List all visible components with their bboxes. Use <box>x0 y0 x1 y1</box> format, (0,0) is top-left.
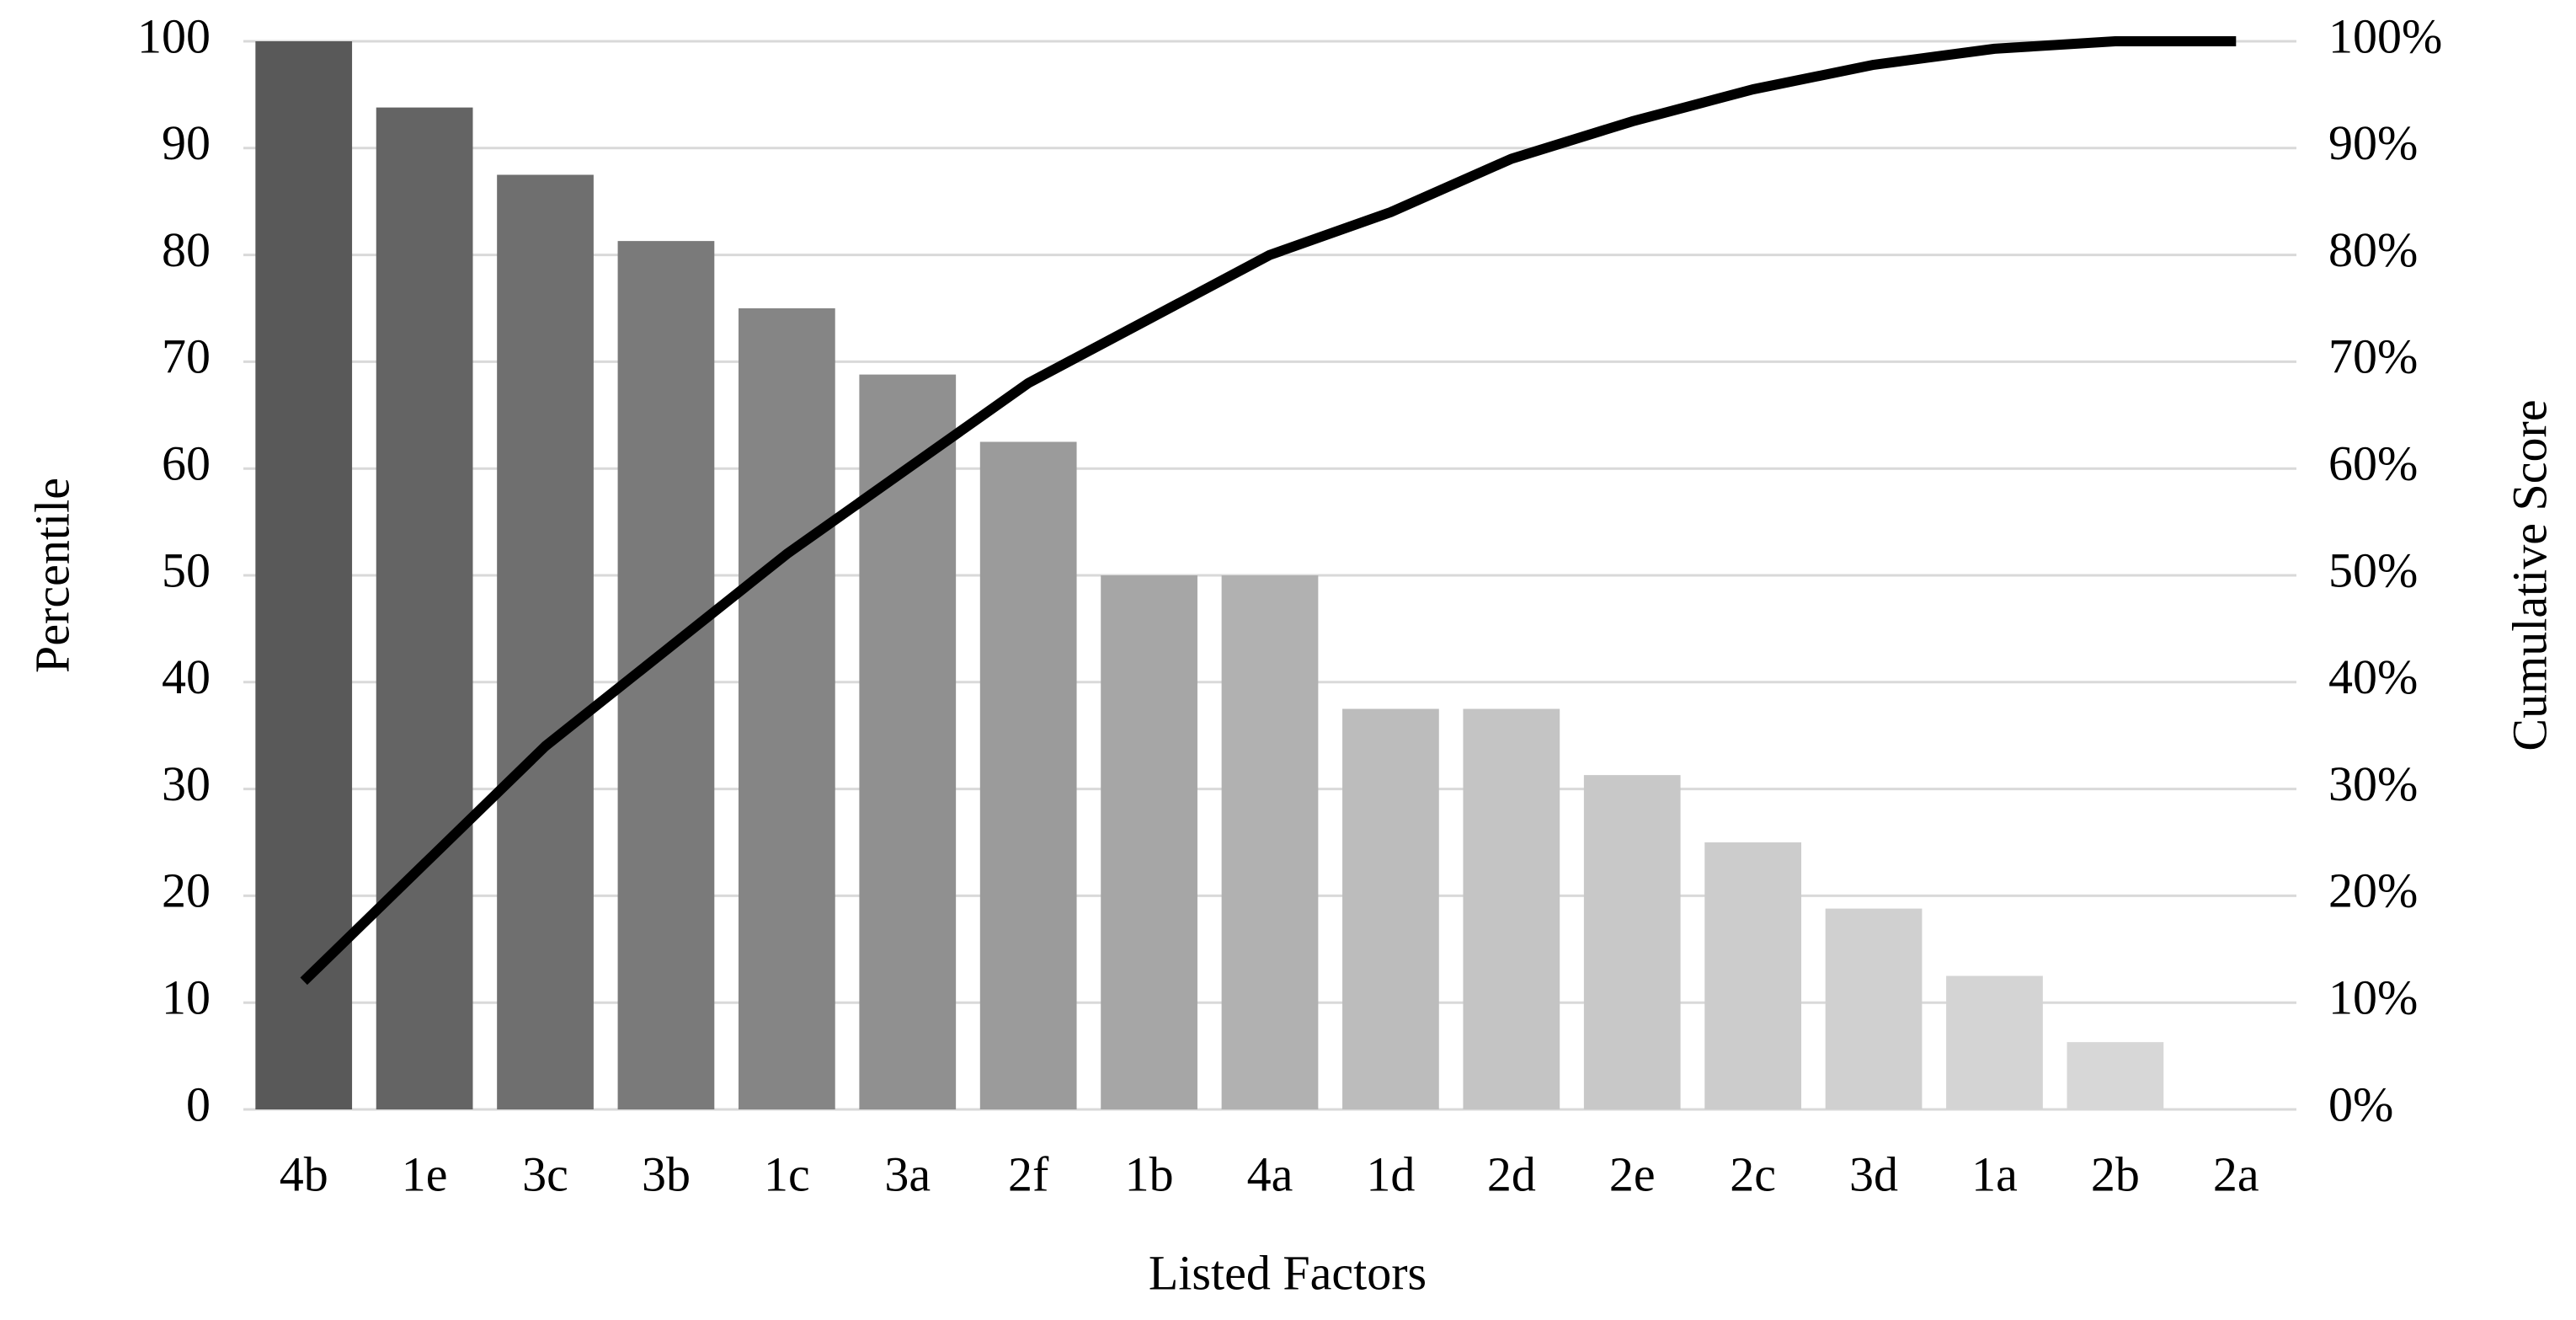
bar <box>1825 908 1923 1109</box>
bar <box>1946 975 2043 1109</box>
x-tick-label: 3a <box>884 1146 931 1201</box>
y2-tick-label: 100% <box>2328 8 2442 63</box>
y2-tick-label: 40% <box>2328 649 2418 704</box>
y2-tick-label: 60% <box>2328 436 2418 491</box>
x-tick-label: 4b <box>280 1146 328 1201</box>
y-tick-label: 100 <box>137 8 211 63</box>
y2-tick-label: 10% <box>2328 970 2418 1025</box>
y-tick-label: 10 <box>162 970 211 1025</box>
y-tick-label: 70 <box>162 329 211 384</box>
cumulative-line <box>300 36 2237 986</box>
x-axis-title: Listed Factors <box>1149 1245 1427 1300</box>
bar <box>376 107 473 1110</box>
bar <box>979 441 1077 1109</box>
y2-tick-label: 90% <box>2328 115 2418 170</box>
y-tick-label: 20 <box>162 863 211 918</box>
y-tick-label: 40 <box>162 649 211 704</box>
bar <box>2067 1042 2164 1109</box>
bar <box>738 308 835 1109</box>
x-tick-label: 1c <box>764 1146 810 1201</box>
y2-tick-label: 30% <box>2328 756 2418 811</box>
y-tick-label: 90 <box>162 115 211 170</box>
y2-tick-label: 0% <box>2328 1077 2393 1131</box>
y2-tick-label: 70% <box>2328 329 2418 384</box>
bar <box>255 41 353 1109</box>
x-tick-label: 3d <box>1849 1146 1898 1201</box>
bar <box>1583 775 1681 1109</box>
x-tick-label: 4a <box>1247 1146 1293 1201</box>
x-tick-label: 1e <box>402 1146 448 1201</box>
y-tick-label: 60 <box>162 436 211 491</box>
y-tick-label: 50 <box>162 542 211 597</box>
y2-tick-label: 50% <box>2328 542 2418 597</box>
y-axis-title: Percentile <box>24 478 79 673</box>
x-tick-label: 2d <box>1487 1146 1536 1201</box>
bar <box>1463 708 1560 1109</box>
y2-tick-label: 20% <box>2328 863 2418 918</box>
y2-axis-title: Cumulative Score <box>2502 399 2557 751</box>
x-tick-label: 2c <box>1730 1146 1776 1201</box>
bar <box>1221 575 1319 1109</box>
bar <box>859 374 957 1110</box>
bar <box>1101 575 1197 1109</box>
x-tick-label: 2f <box>1008 1146 1049 1201</box>
bar <box>497 174 594 1109</box>
x-tick-label: 2b <box>2091 1146 2140 1201</box>
x-tick-label: 3b <box>642 1146 691 1201</box>
y-tick-label: 0 <box>186 1077 211 1131</box>
x-tick-label: 1a <box>1971 1146 2018 1201</box>
x-tick-label: 2a <box>2213 1146 2259 1201</box>
y-tick-label: 30 <box>162 756 211 811</box>
x-tick-label: 3c <box>522 1146 568 1201</box>
y-tick-label: 80 <box>162 222 211 277</box>
x-tick-label: 1b <box>1125 1146 1174 1201</box>
x-tick-label: 1d <box>1366 1146 1415 1201</box>
bar <box>1704 842 1802 1109</box>
bar <box>1342 708 1439 1109</box>
y2-tick-label: 80% <box>2328 222 2418 277</box>
x-tick-label: 2e <box>1609 1146 1656 1201</box>
